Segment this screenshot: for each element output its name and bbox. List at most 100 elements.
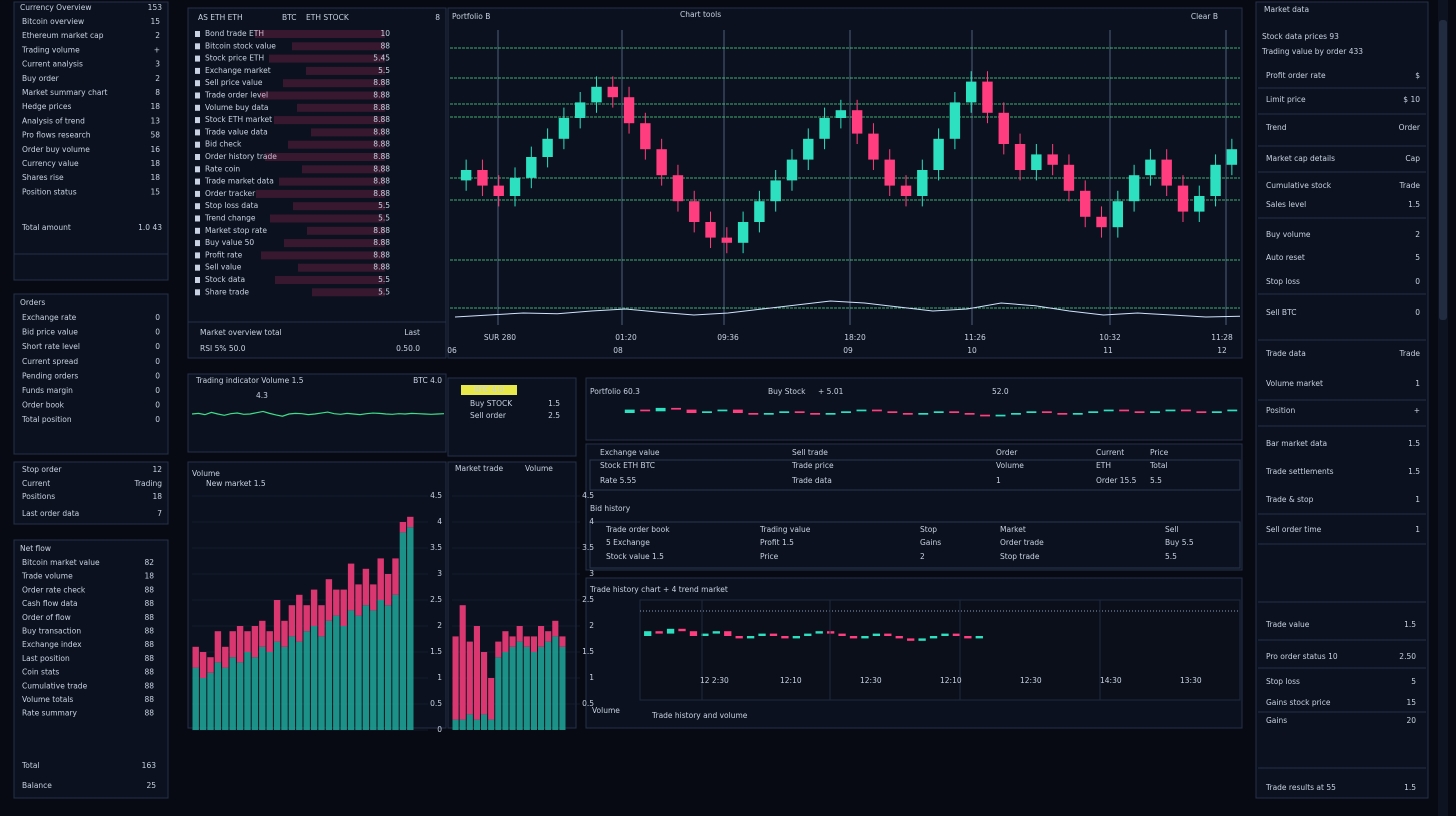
right-row: 1.5 xyxy=(1408,439,1420,448)
watchlist-row: 18 xyxy=(150,102,160,111)
watchlist-row: 58 xyxy=(150,131,160,140)
candle-body xyxy=(975,636,983,639)
bar xyxy=(281,646,288,730)
right-footer: 15 xyxy=(1406,698,1416,707)
panel-label: Buy Stock xyxy=(768,387,806,396)
candle-body xyxy=(732,409,743,413)
x-tick-label: 18:20 xyxy=(844,333,866,342)
candle-body xyxy=(477,170,488,186)
candle-body xyxy=(542,138,553,157)
depth-bar xyxy=(270,214,385,223)
row-icon xyxy=(195,117,200,124)
bar xyxy=(310,626,318,730)
bar xyxy=(199,678,207,730)
bar xyxy=(481,652,488,715)
order-book-name: Profit rate xyxy=(205,250,243,259)
table-cell: Sell xyxy=(1165,525,1179,534)
order-book-value: 8.88 xyxy=(373,177,390,186)
x-tick-label: 10 xyxy=(967,346,977,355)
right-row: 1.5 xyxy=(1408,467,1420,476)
bar xyxy=(236,662,244,730)
bar xyxy=(273,641,281,730)
x-tick-label: 12:30 xyxy=(860,676,882,685)
position-row: Funds margin xyxy=(22,386,73,395)
bar xyxy=(509,636,516,647)
order-footer: Total xyxy=(21,761,40,770)
right-row: Cumulative stock xyxy=(1266,181,1332,190)
depth-bar xyxy=(306,66,385,75)
bar xyxy=(552,620,559,637)
watchlist-row: Currency value xyxy=(22,159,79,168)
right-footer: Stop loss xyxy=(1266,677,1300,686)
row-icon xyxy=(195,289,200,296)
candle-body xyxy=(838,633,846,636)
summary-panel xyxy=(13,461,169,525)
position-row: Short rate level xyxy=(22,342,80,351)
bar xyxy=(207,672,214,730)
bar xyxy=(266,652,273,730)
row-icon xyxy=(195,104,200,111)
row-icon xyxy=(195,277,200,283)
row-icon xyxy=(195,227,200,234)
depth-bar xyxy=(260,91,385,100)
table-cell: 5.5 xyxy=(1150,476,1162,485)
panel-title: Portfolio 60.3 xyxy=(590,387,640,396)
table-cell: 1 xyxy=(996,476,1001,485)
candle-body xyxy=(702,411,712,413)
watchlist-row: 18 xyxy=(150,173,160,182)
bar xyxy=(296,641,303,730)
candle-body xyxy=(655,407,666,412)
watchlist-row: 16 xyxy=(150,145,160,154)
bottom-plot xyxy=(639,599,1241,701)
candle-body xyxy=(841,411,851,413)
scrollbar[interactable] xyxy=(1438,0,1448,816)
table-cell: Stock ETH BTC xyxy=(600,461,655,470)
right-row: Order xyxy=(1399,123,1421,132)
y-tick-label: 4.5 xyxy=(582,491,594,500)
position-row: Total position xyxy=(21,415,72,424)
panel-badge: 153 xyxy=(148,3,163,12)
summary-row: 7 xyxy=(157,509,162,518)
x-tick-label: 11:26 xyxy=(964,333,986,342)
table-cell: Trade order book xyxy=(605,525,670,534)
order-row: Cumulative trade xyxy=(22,681,88,690)
row-icon xyxy=(195,92,200,99)
table-cell: Current xyxy=(1096,448,1124,457)
position-row: 0 xyxy=(155,357,160,366)
bar xyxy=(370,610,377,730)
order-book-name: Exchange market xyxy=(205,66,271,75)
position-row: 0 xyxy=(155,415,160,424)
candle-body xyxy=(1011,413,1021,415)
order-book-value: 8.88 xyxy=(373,78,390,87)
right-row: Limit price xyxy=(1266,95,1306,104)
y-tick-label: 3 xyxy=(589,569,594,578)
ticker-row: Buy STOCK xyxy=(470,399,513,408)
y-tick-label: 4 xyxy=(437,517,442,526)
row-icon xyxy=(195,215,200,222)
bar xyxy=(559,636,566,647)
bar xyxy=(377,558,384,600)
order-row: Coin stats xyxy=(22,668,59,677)
panel-label: Stock data prices 93 xyxy=(1262,32,1339,41)
candle-body xyxy=(995,414,1006,417)
table-cell: Volume xyxy=(996,461,1024,470)
y-tick-label: 2.5 xyxy=(430,595,442,604)
candle-body xyxy=(640,409,651,412)
panel-title: Currency Overview xyxy=(20,3,91,12)
candle-body xyxy=(792,636,801,639)
candle-body xyxy=(686,409,697,413)
watchlist-row: Bitcoin overview xyxy=(22,17,84,26)
candle-body xyxy=(666,628,675,634)
bar xyxy=(523,636,530,647)
candle-body xyxy=(701,633,709,636)
order-book-name: Bid check xyxy=(205,140,242,149)
candle-body xyxy=(678,628,686,632)
candle-body xyxy=(748,413,759,415)
panel-label: New market 1.5 xyxy=(206,479,266,488)
order-book-footer: Last xyxy=(404,328,420,337)
bar xyxy=(452,636,459,720)
order-book-name: Trade value data xyxy=(204,127,268,136)
scrollbar-thumb[interactable] xyxy=(1439,20,1447,320)
summary-row: Last order data xyxy=(22,509,79,518)
candle-body xyxy=(644,631,652,636)
